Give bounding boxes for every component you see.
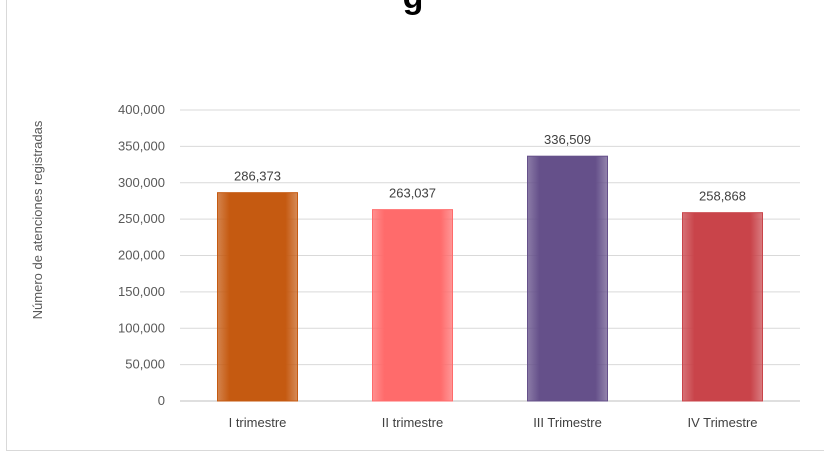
data-labels: 286,373 263,037 336,509 258,868 xyxy=(234,132,746,203)
y-tick-label: 250,000 xyxy=(118,211,165,226)
x-tick-labels: I trimestre II trimestre III Trimestre IV T… xyxy=(229,415,758,430)
bar xyxy=(217,192,298,402)
chart-frame xyxy=(6,0,824,451)
y-tick-labels: 0 50,000 100,000 150,000 200,000 250,000 300,0… xyxy=(118,102,165,408)
data-label: 263,037 xyxy=(389,186,436,201)
data-label: 286,373 xyxy=(234,169,281,184)
y-tick-label: 300,000 xyxy=(118,175,165,190)
x-tick-label: IV Trimestre xyxy=(687,415,757,430)
y-tick-label: 0 xyxy=(158,393,165,408)
bars xyxy=(217,155,763,402)
y-tick-label: 150,000 xyxy=(118,284,165,299)
bar xyxy=(527,155,608,402)
bar xyxy=(682,212,763,402)
chart-title: g xyxy=(0,0,826,17)
data-label: 258,868 xyxy=(699,189,746,204)
y-tick-label: 400,000 xyxy=(118,102,165,117)
x-tick-label: III Trimestre xyxy=(533,415,602,430)
y-tick-label: 100,000 xyxy=(118,320,165,335)
x-tick-label: I trimestre xyxy=(229,415,287,430)
data-label: 336,509 xyxy=(544,132,591,147)
bar xyxy=(372,209,453,402)
y-tick-label: 50,000 xyxy=(125,357,165,372)
x-tick-label: II trimestre xyxy=(382,415,443,430)
y-tick-label: 350,000 xyxy=(118,138,165,153)
y-axis-label: Número de atenciones registradas xyxy=(30,120,45,319)
y-tick-label: 200,000 xyxy=(118,248,165,263)
